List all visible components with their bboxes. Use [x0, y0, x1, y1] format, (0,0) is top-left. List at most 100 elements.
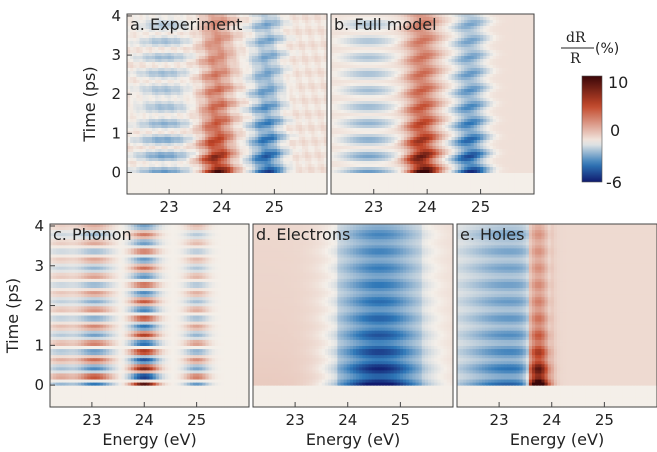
heatmap-cell: [298, 53, 303, 57]
heatmap-cell: [277, 20, 281, 24]
heatmap-cell: [397, 14, 402, 18]
heatmap-cell: [177, 161, 181, 165]
heatmap-cell: [173, 68, 178, 72]
heatmap-cell: [236, 152, 241, 156]
heatmap-cell: [202, 149, 206, 153]
heatmap-cell: [136, 101, 141, 105]
heatmap-cell: [195, 170, 200, 174]
heatmap-cell: [289, 59, 294, 63]
heatmap-cell: [236, 182, 241, 186]
heatmap-cell: [280, 104, 284, 108]
heatmap-cell: [289, 47, 294, 51]
heatmap-cell: [416, 26, 421, 30]
heatmap-cell: [198, 164, 203, 168]
heatmap-cell: [208, 44, 212, 48]
heatmap-cell: [292, 14, 297, 18]
heatmap-cell: [239, 137, 244, 141]
heatmap-cell: [289, 125, 294, 129]
heatmap-cell: [148, 167, 153, 171]
heatmap-cell: [311, 80, 316, 84]
heatmap-cell: [164, 71, 169, 75]
heatmap-cell: [227, 59, 231, 63]
heatmap-cell: [139, 89, 144, 93]
heatmap-cell: [173, 164, 178, 168]
heatmap-cell: [295, 167, 300, 171]
heatmap-cell: [133, 95, 137, 99]
heatmap-cell: [223, 86, 228, 90]
heatmap-cell: [280, 173, 284, 177]
heatmap-cell: [295, 185, 300, 189]
heatmap-cell: [192, 50, 197, 54]
heatmap-cell: [167, 53, 172, 57]
heatmap-cell: [267, 125, 272, 129]
heatmap-cell: [280, 110, 284, 114]
heatmap-cell: [277, 116, 281, 120]
heatmap-cell: [148, 179, 153, 183]
heatmap-cell: [286, 53, 291, 57]
heatmap-cell: [267, 131, 272, 135]
heatmap-cell: [483, 20, 488, 24]
heatmap-cell: [255, 119, 259, 123]
heatmap-cell: [220, 26, 225, 30]
heatmap-cell: [142, 62, 147, 66]
heatmap-cell: [142, 185, 147, 189]
heatmap-cell: [267, 77, 272, 81]
heatmap-cell: [133, 170, 137, 174]
heatmap-cell: [217, 164, 222, 168]
heatmap-cell: [167, 41, 172, 45]
heatmap-cell: [139, 182, 144, 186]
heatmap-cell: [217, 149, 222, 153]
heatmap-cell: [298, 140, 303, 144]
heatmap-cell: [217, 137, 222, 141]
heatmap-cell: [311, 134, 316, 138]
heatmap-cell: [177, 137, 181, 141]
heatmap-cell: [198, 92, 203, 96]
heatmap-cell: [289, 185, 294, 189]
heatmap-cell: [220, 179, 225, 183]
heatmap-cell: [130, 149, 134, 153]
heatmap-cell: [298, 104, 303, 108]
heatmap-cell: [239, 38, 244, 42]
heatmap-cell: [164, 59, 169, 63]
heatmap-cell: [248, 191, 253, 195]
heatmap-cell: [236, 38, 241, 42]
heatmap-cell: [239, 59, 244, 63]
heatmap-cell: [273, 101, 278, 105]
heatmap-cell: [311, 53, 316, 57]
heatmap-cell: [173, 89, 178, 93]
heatmap-cell: [242, 107, 247, 111]
heatmap-cell: [214, 182, 219, 186]
heatmap-cell: [195, 56, 200, 60]
heatmap-cell: [252, 155, 256, 159]
heatmap-cell: [167, 32, 172, 36]
heatmap-cell: [164, 68, 169, 72]
heatmap-cell: [298, 26, 303, 30]
heatmap-cell: [195, 119, 200, 123]
heatmap-cell: [277, 191, 281, 195]
heatmap-cell: [289, 86, 294, 90]
heatmap-cell: [314, 89, 319, 93]
heatmap-cell: [261, 86, 266, 90]
heatmap-cell: [270, 119, 275, 123]
heatmap-cell: [227, 149, 231, 153]
heatmap-cell: [230, 146, 234, 150]
heatmap-cell: [214, 116, 219, 120]
heatmap-cell: [164, 77, 169, 81]
heatmap-cell: [320, 59, 325, 63]
heatmap-cell: [186, 62, 191, 66]
heatmap-cell: [211, 110, 216, 114]
heatmap-cell: [317, 176, 322, 180]
heatmap-cell: [323, 83, 328, 87]
heatmap-cell: [205, 137, 209, 141]
heatmap-cell: [239, 140, 244, 144]
heatmap-cell: [133, 14, 137, 18]
heatmap-cell: [320, 14, 325, 18]
heatmap-cell: [295, 104, 300, 108]
heatmap-cell: [198, 77, 203, 81]
heatmap-cell: [217, 116, 222, 120]
heatmap-cell: [177, 56, 181, 60]
heatmap-cell: [337, 17, 342, 21]
heatmap-cell: [180, 53, 184, 57]
heatmap-cell: [142, 17, 147, 21]
heatmap-cell: [136, 116, 141, 120]
